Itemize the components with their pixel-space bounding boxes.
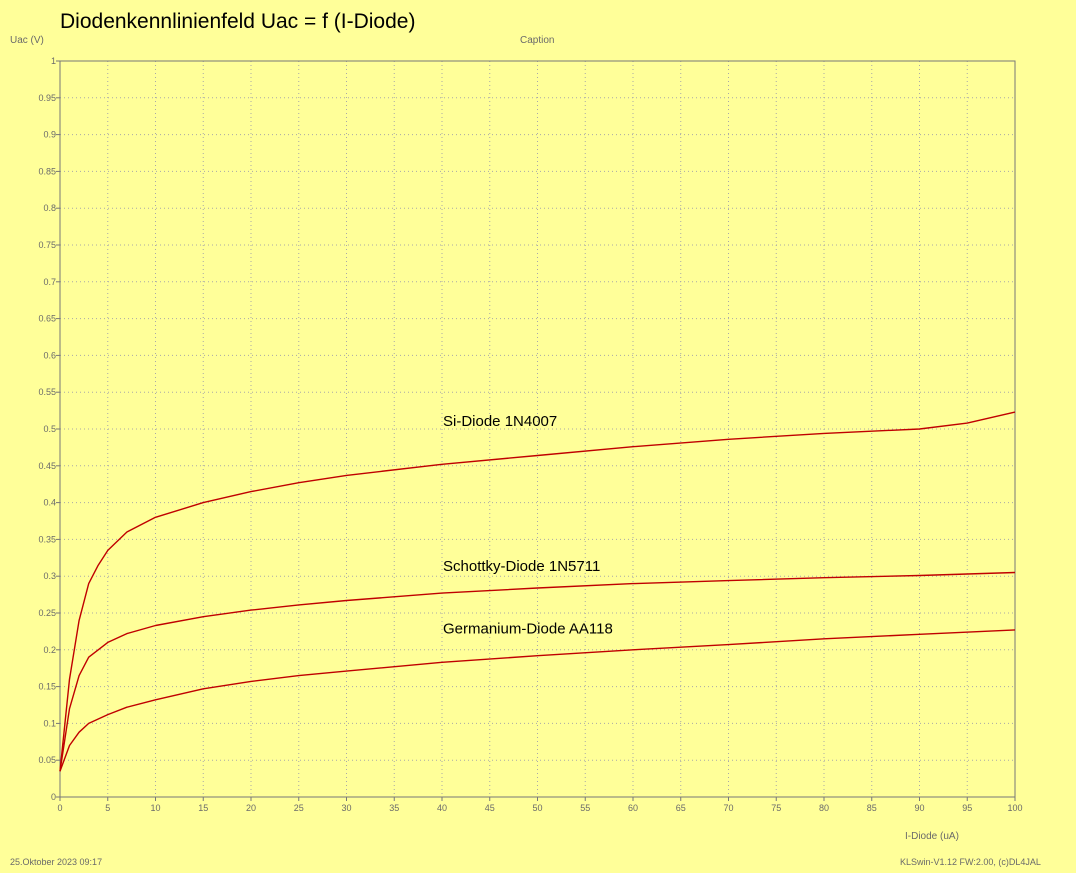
x-tick-label: 60 [628,803,638,813]
y-tick-label: 0.8 [43,203,56,213]
y-tick-label: 0.45 [38,461,56,471]
x-axis-label: I-Diode (uA) [905,831,959,842]
y-tick-label: 0.05 [38,755,56,765]
series-annotation: Schottky-Diode 1N5711 [443,558,600,575]
y-tick-label: 0 [51,792,56,802]
x-tick-label: 30 [341,803,351,813]
y-tick-label: 0.3 [43,571,56,581]
x-tick-label: 15 [198,803,208,813]
x-tick-label: 40 [437,803,447,813]
y-tick-label: 0.95 [38,93,56,103]
x-tick-label: 35 [389,803,399,813]
y-tick-label: 0.85 [38,166,56,176]
x-tick-label: 75 [771,803,781,813]
y-tick-label: 0.4 [43,498,56,508]
y-tick-label: 0.7 [43,277,56,287]
y-tick-label: 0.2 [43,645,56,655]
y-tick-label: 0.9 [43,130,56,140]
timestamp: 25.Oktober 2023 09:17 [10,857,103,867]
y-tick-label: 0.6 [43,350,56,360]
chart-caption: Caption [520,35,555,46]
y-tick-label: 0.55 [38,387,56,397]
x-tick-label: 65 [676,803,686,813]
y-tick-label: 0.1 [43,718,56,728]
x-tick-label: 5 [105,803,110,813]
x-tick-label: 85 [867,803,877,813]
x-tick-label: 95 [962,803,972,813]
x-tick-label: 25 [294,803,304,813]
series-annotation: Si-Diode 1N4007 [443,413,557,430]
chart-title: Diodenkennlinienfeld Uac = f (I-Diode) [60,10,416,33]
series-line [59,571,1016,772]
y-tick-label: 0.75 [38,240,56,250]
x-tick-label: 55 [580,803,590,813]
y-tick-label: 0.25 [38,608,56,618]
y-tick-label: 0.35 [38,534,56,544]
x-tick-label: 20 [246,803,256,813]
software-version: KLSwin-V1.12 FW:2.00, (c)DL4JAL [900,857,1041,867]
x-tick-label: 90 [914,803,924,813]
x-tick-label: 0 [57,803,62,813]
y-tick-label: 1 [51,56,56,66]
x-tick-label: 100 [1007,803,1022,813]
y-tick-label: 0.5 [43,424,56,434]
x-tick-label: 50 [532,803,542,813]
y-axis-label: Uac (V) [10,35,44,46]
y-tick-label: 0.65 [38,314,56,324]
series-line [59,411,1016,772]
series-annotation: Germanium-Diode AA118 [443,621,613,638]
y-tick-label: 0.15 [38,682,56,692]
series-line [59,629,1016,772]
x-tick-label: 80 [819,803,829,813]
x-tick-label: 10 [150,803,160,813]
x-tick-label: 70 [723,803,733,813]
x-tick-label: 45 [485,803,495,813]
